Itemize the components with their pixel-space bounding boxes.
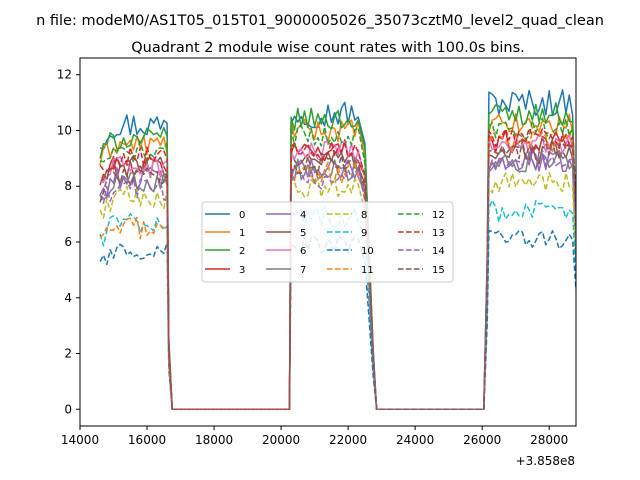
- x-tick-label: 16000: [128, 433, 166, 447]
- series-line-14: [99, 149, 576, 411]
- legend-label: 4: [300, 210, 306, 221]
- legend-label: 0: [239, 210, 245, 221]
- y-tick-label: 2: [64, 347, 72, 361]
- legend-label: 5: [300, 228, 306, 239]
- x-tick-label: 14000: [61, 433, 99, 447]
- y-tick-label: 0: [64, 402, 72, 416]
- legend-label: 15: [432, 265, 445, 276]
- legend-label: 3: [239, 265, 245, 276]
- x-tick-label: 18000: [195, 433, 233, 447]
- y-tick-label: 6: [64, 235, 72, 249]
- series-line-11: [99, 130, 576, 411]
- y-tick-label: 8: [64, 179, 72, 193]
- x-tick-label: 20000: [262, 433, 300, 447]
- x-tick-label: 26000: [463, 433, 501, 447]
- x-tick-label: 22000: [329, 433, 367, 447]
- series-line-12: [99, 117, 576, 411]
- y-tick-label: 12: [57, 68, 72, 82]
- y-tick-label: 4: [64, 291, 72, 305]
- series-line-9: [99, 199, 576, 411]
- legend-label: 11: [361, 265, 374, 276]
- y-axis: 0 2 4 6 8 10 12: [57, 68, 80, 416]
- figure-suptitle: n file: modeM0/AS1T05_015T01_9000005026_…: [36, 13, 604, 29]
- legend-label: 10: [361, 246, 374, 257]
- series-line-15: [99, 138, 576, 411]
- legend-label: 6: [300, 246, 306, 257]
- legend-label: 7: [300, 265, 306, 276]
- legend-label: 13: [432, 228, 445, 239]
- legend-label: 1: [239, 228, 245, 239]
- legend-label: 8: [361, 210, 367, 221]
- plot-area: [79, 57, 577, 427]
- chart-title: Quadrant 2 module wise count rates with …: [131, 40, 525, 56]
- x-axis-offset-label: +3.858e8: [516, 454, 575, 468]
- x-axis: 14000 16000 18000 20000 22000 24000 26000 28000: [61, 426, 568, 447]
- legend-label: 12: [432, 210, 445, 221]
- legend-label: 2: [239, 246, 245, 257]
- legend-label: 14: [432, 246, 445, 257]
- y-tick-label: 10: [57, 123, 72, 137]
- series-line-8: [99, 172, 576, 411]
- series-line-0: [99, 89, 576, 411]
- series-line-13: [99, 127, 576, 411]
- x-tick-label: 24000: [396, 433, 434, 447]
- legend-label: 9: [361, 228, 367, 239]
- x-tick-label: 28000: [530, 433, 568, 447]
- series-lines: [99, 89, 576, 411]
- legend-box: [201, 201, 454, 283]
- series-line-2: [99, 102, 576, 411]
- series-line-10: [99, 229, 576, 411]
